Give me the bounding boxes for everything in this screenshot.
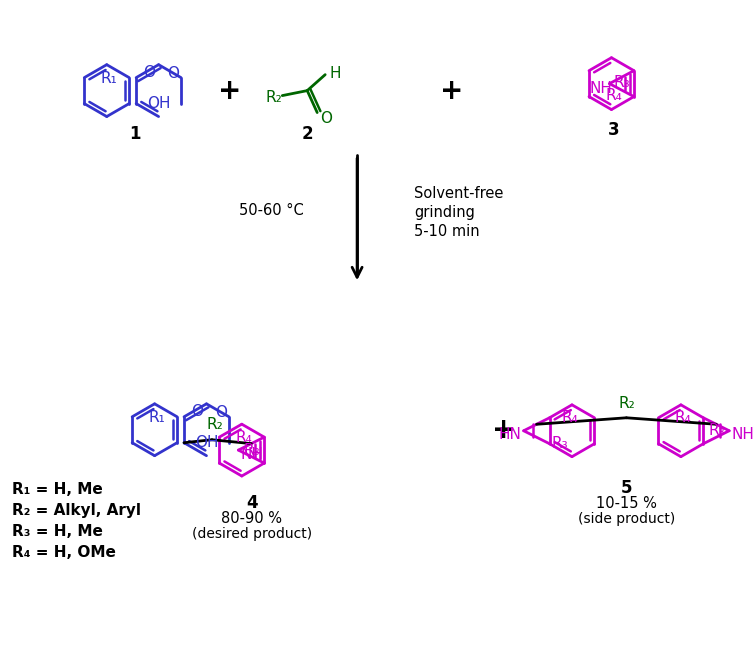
Text: OH: OH <box>195 435 218 450</box>
Text: R₄: R₄ <box>605 88 622 103</box>
Text: Solvent-free: Solvent-free <box>414 186 504 201</box>
Text: R₁: R₁ <box>149 410 165 426</box>
Text: 50-60 °C: 50-60 °C <box>239 203 304 218</box>
Text: OH: OH <box>147 96 171 111</box>
Text: 10-15 %: 10-15 % <box>596 496 657 511</box>
Text: 80-90 %: 80-90 % <box>221 511 282 526</box>
Text: H: H <box>329 66 341 81</box>
Text: R₃: R₃ <box>244 443 260 458</box>
Text: R₄ = H, OMe: R₄ = H, OMe <box>12 545 116 560</box>
Text: O: O <box>214 405 226 420</box>
Text: HN: HN <box>498 428 521 442</box>
Text: (side product): (side product) <box>578 511 675 525</box>
Text: R₄: R₄ <box>674 410 692 426</box>
Text: O: O <box>191 404 203 419</box>
Text: (desired product): (desired product) <box>192 527 312 541</box>
Text: R₂ = Alkyl, Aryl: R₂ = Alkyl, Aryl <box>12 503 141 518</box>
Text: 5: 5 <box>621 479 632 497</box>
Text: R₄: R₄ <box>562 410 578 426</box>
Text: R₁: R₁ <box>101 71 118 86</box>
Text: R₂: R₂ <box>207 418 223 432</box>
Text: +: + <box>440 77 464 105</box>
Text: R₃: R₃ <box>614 75 630 90</box>
Text: R₁ = H, Me: R₁ = H, Me <box>12 482 103 497</box>
Text: R₃: R₃ <box>708 424 725 438</box>
Text: R₃ = H, Me: R₃ = H, Me <box>12 524 103 539</box>
Text: 5-10 min: 5-10 min <box>414 224 479 238</box>
Text: O: O <box>320 111 332 126</box>
Text: 2: 2 <box>301 125 313 143</box>
Text: +: + <box>217 77 241 105</box>
Text: grinding: grinding <box>414 205 475 220</box>
Text: NH: NH <box>241 447 263 462</box>
Text: R₄: R₄ <box>236 430 252 445</box>
Text: R₂: R₂ <box>266 90 282 105</box>
Text: 3: 3 <box>608 121 619 139</box>
Text: R₃: R₃ <box>552 436 569 452</box>
Text: R₂: R₂ <box>618 396 635 412</box>
Text: O: O <box>143 65 155 80</box>
Text: 4: 4 <box>246 494 257 512</box>
Text: O: O <box>167 66 179 81</box>
Text: NH: NH <box>590 81 613 96</box>
Text: NH: NH <box>732 428 755 442</box>
Text: 1: 1 <box>129 125 140 143</box>
Text: +: + <box>492 416 516 444</box>
